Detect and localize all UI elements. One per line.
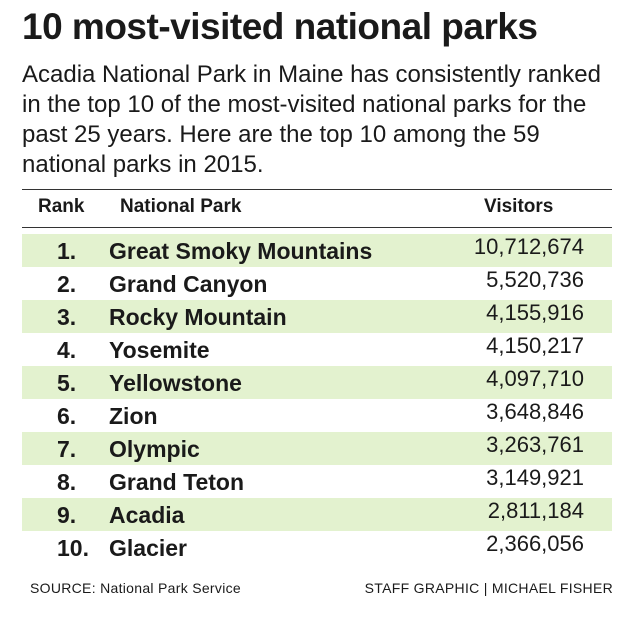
column-header-rank: Rank	[38, 196, 85, 217]
table-row: 6. Zion 3,648,846	[22, 399, 612, 432]
rank-cell: 9.	[57, 502, 77, 528]
park-name-cell: Great Smoky Mountains	[109, 238, 373, 264]
park-name-cell: Acadia	[109, 502, 185, 528]
visitors-cell: 5,520,736	[486, 267, 584, 292]
rank-cell: 6.	[57, 403, 77, 429]
visitors-cell: 2,811,184	[487, 498, 584, 523]
visitors-cell: 2,366,056	[486, 531, 584, 556]
top-rule	[22, 189, 612, 190]
table-row: 8. Grand Teton 3,149,921	[22, 465, 612, 498]
visitors-cell: 3,149,921	[486, 465, 584, 490]
chart-title: 10 most-visited national parks	[22, 6, 538, 47]
rank-cell: 4.	[57, 337, 77, 363]
table-row: 5. Yellowstone 4,097,710	[22, 366, 612, 399]
table-body: 1. Great Smoky Mountains 10,712,674 2. Grand…	[22, 234, 612, 564]
table-row: 9. Acadia 2,811,184	[22, 498, 612, 531]
credit-note: STAFF GRAPHIC | MICHAEL FISHER	[364, 580, 613, 596]
visitors-cell: 4,097,710	[486, 366, 584, 391]
park-name-cell: Glacier	[109, 535, 187, 561]
park-name-cell: Grand Teton	[109, 469, 245, 495]
rank-cell: 3.	[57, 304, 77, 330]
column-header-visitors: Visitors	[484, 196, 554, 217]
rank-cell: 8.	[57, 469, 77, 495]
rank-cell: 5.	[57, 370, 77, 396]
rank-cell: 1.	[57, 238, 77, 264]
header-rule	[22, 227, 612, 228]
rank-cell: 2.	[57, 271, 77, 297]
column-header-park: National Park	[120, 196, 242, 217]
table-row: 10. Glacier 2,366,056	[22, 531, 612, 564]
visitors-cell: 4,155,916	[486, 300, 584, 325]
visitors-cell: 10,712,674	[473, 234, 584, 259]
source-note: SOURCE: National Park Service	[30, 580, 241, 596]
park-name-cell: Yellowstone	[109, 370, 242, 396]
table-row: 7. Olympic 3,263,761	[22, 432, 612, 465]
visitors-cell: 3,263,761	[486, 432, 584, 457]
table-row: 1. Great Smoky Mountains 10,712,674	[22, 234, 612, 267]
rank-cell: 10.	[57, 535, 89, 561]
rank-cell: 7.	[57, 436, 77, 462]
visitors-cell: 3,648,846	[486, 399, 584, 424]
park-name-cell: Yosemite	[109, 337, 210, 363]
table-row: 2. Grand Canyon 5,520,736	[22, 267, 612, 300]
chart-subtitle: Acadia National Park in Maine has consis…	[22, 61, 601, 178]
table-row: 4. Yosemite 4,150,217	[22, 333, 612, 366]
park-name-cell: Olympic	[109, 436, 200, 462]
park-name-cell: Grand Canyon	[109, 271, 268, 297]
park-name-cell: Zion	[109, 403, 158, 429]
table-row: 3. Rocky Mountain 4,155,916	[22, 300, 612, 333]
park-name-cell: Rocky Mountain	[109, 304, 287, 330]
visitors-cell: 4,150,217	[486, 333, 584, 358]
